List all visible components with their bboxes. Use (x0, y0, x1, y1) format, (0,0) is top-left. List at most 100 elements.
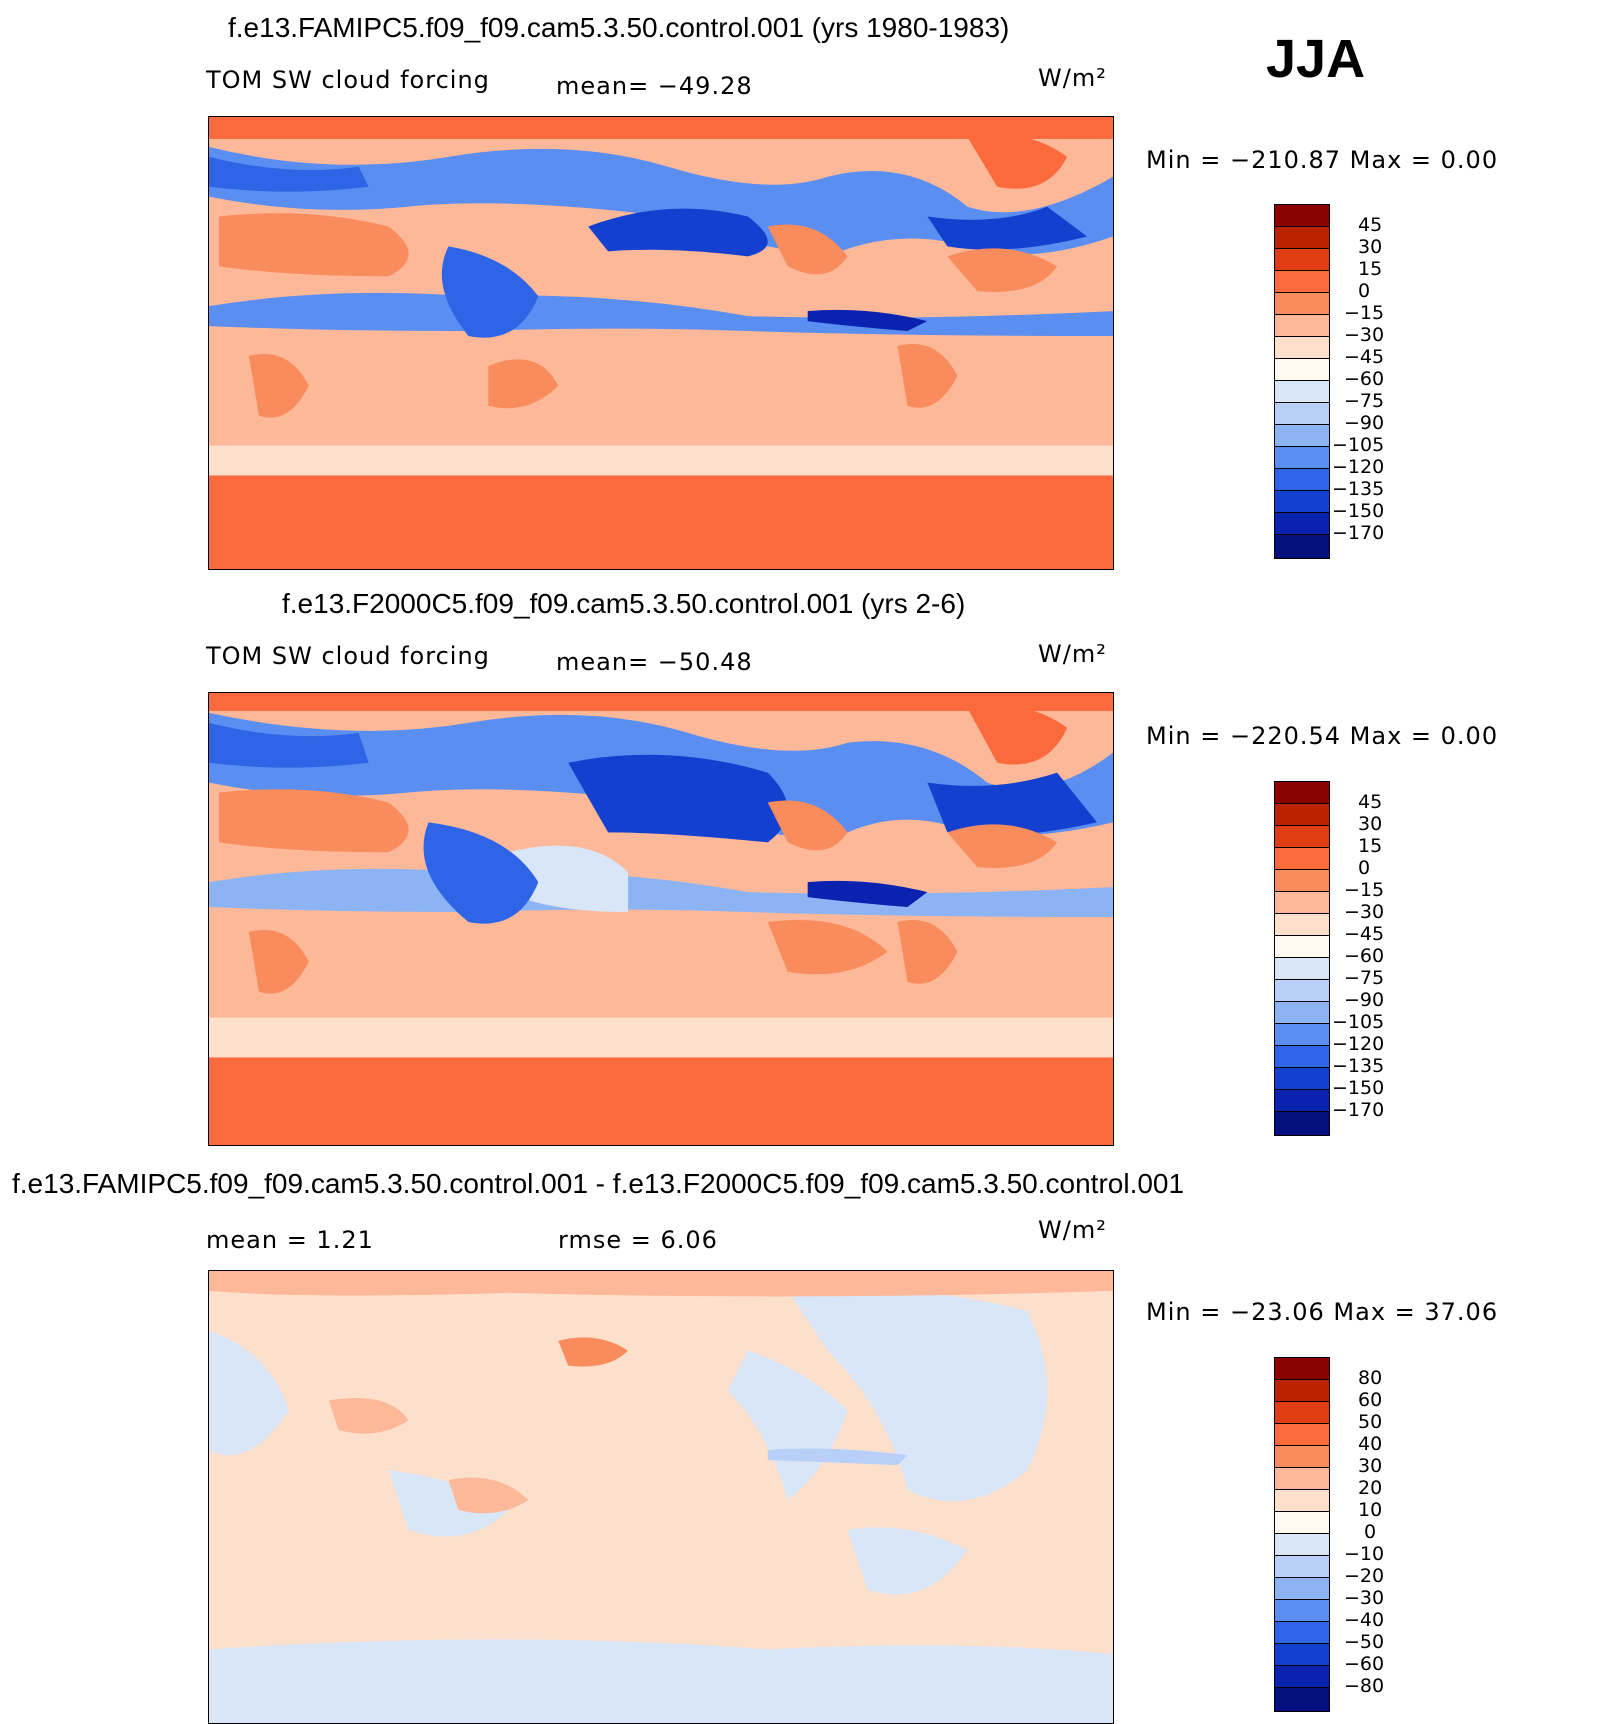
colorbar-tick: 30 (1358, 236, 1383, 258)
panel3-map-svg (209, 1271, 1113, 1723)
colorbar-swatch (1275, 1666, 1329, 1688)
colorbar-swatch (1275, 1402, 1329, 1424)
colorbar-swatch (1275, 826, 1329, 848)
panel1-map-svg (209, 117, 1113, 569)
colorbar-swatch (1275, 1112, 1329, 1135)
colorbar-tick: 10 (1358, 1499, 1383, 1521)
colorbar-tick: −75 (1344, 967, 1385, 989)
colorbar-swatch (1275, 870, 1329, 892)
colorbar-swatch (1275, 914, 1329, 936)
panel3-title: f.e13.FAMIPC5.f09_f09.cam5.3.50.control.… (12, 1168, 1185, 1199)
colorbar-tick: 15 (1358, 835, 1383, 857)
colorbar-tick: 45 (1358, 214, 1383, 236)
panel2-units: W/m² (1038, 640, 1107, 668)
colorbar-swatch (1275, 980, 1329, 1002)
colorbar-tick: −60 (1344, 1653, 1385, 1675)
panel2-variable: TOM SW cloud forcing (206, 642, 490, 670)
colorbar-tick: −30 (1344, 324, 1385, 346)
colorbar-swatch (1275, 1046, 1329, 1068)
panel2-minmax: Min = −220.54 Max = 0.00 (1146, 722, 1499, 750)
season-label: JJA (1266, 29, 1366, 89)
colorbar-swatch (1275, 403, 1329, 425)
colorbar-swatch (1275, 1556, 1329, 1578)
colorbar-tick: 45 (1358, 791, 1383, 813)
colorbar-swatch (1275, 1002, 1329, 1024)
colorbar-tick: 30 (1358, 813, 1383, 835)
colorbar-swatch (1275, 1578, 1329, 1600)
panel1-mean: mean= −49.28 (556, 72, 753, 100)
colorbar-tick: −75 (1344, 390, 1385, 412)
colorbar-swatch (1275, 936, 1329, 958)
panel3-map (208, 1270, 1114, 1724)
colorbar-swatch (1275, 1644, 1329, 1666)
colorbar-tick: −105 (1332, 434, 1385, 456)
colorbar-swatch (1275, 1622, 1329, 1644)
colorbar-swatch (1275, 1512, 1329, 1534)
colorbar-swatch (1275, 359, 1329, 381)
colorbar-swatch (1275, 337, 1329, 359)
panel1-colorbar-box (1274, 204, 1330, 559)
colorbar-tick: −170 (1332, 522, 1385, 544)
colorbar-swatch (1275, 1446, 1329, 1468)
colorbar-swatch (1275, 1024, 1329, 1046)
colorbar-swatch (1275, 227, 1329, 249)
colorbar-tick: 40 (1358, 1433, 1383, 1455)
colorbar-tick: 0 (1358, 857, 1371, 879)
colorbar-swatch (1275, 804, 1329, 826)
colorbar-tick: −90 (1344, 989, 1385, 1011)
colorbar-swatch (1275, 535, 1329, 558)
colorbar-tick: −45 (1344, 346, 1385, 368)
colorbar-tick: −20 (1344, 1565, 1385, 1587)
colorbar-swatch (1275, 271, 1329, 293)
colorbar-swatch (1275, 315, 1329, 337)
colorbar-swatch (1275, 447, 1329, 469)
colorbar-tick: 0 (1358, 280, 1371, 302)
panel1-map (208, 116, 1114, 570)
colorbar-swatch (1275, 1600, 1329, 1622)
colorbar-swatch (1275, 1090, 1329, 1112)
colorbar-tick: −45 (1344, 923, 1385, 945)
colorbar-swatch (1275, 1380, 1329, 1402)
panel1-units: W/m² (1038, 64, 1107, 92)
colorbar-swatch (1275, 1490, 1329, 1512)
colorbar-swatch (1275, 1358, 1329, 1380)
colorbar-tick: −105 (1332, 1011, 1385, 1033)
colorbar-tick: −10 (1344, 1543, 1385, 1565)
panel2-title: f.e13.F2000C5.f09_f09.cam5.3.50.control.… (282, 588, 966, 619)
colorbar-swatch (1275, 469, 1329, 491)
panel2-map-svg (209, 693, 1113, 1145)
colorbar-tick: −120 (1332, 1033, 1385, 1055)
colorbar-tick: −120 (1332, 456, 1385, 478)
colorbar-tick: −15 (1344, 302, 1385, 324)
colorbar-swatch (1275, 848, 1329, 870)
panel2-mean: mean= −50.48 (556, 648, 753, 676)
colorbar-swatch (1275, 782, 1329, 804)
colorbar-swatch (1275, 1424, 1329, 1446)
colorbar-tick: −80 (1344, 1675, 1385, 1697)
colorbar-tick: 30 (1358, 1455, 1383, 1477)
panel3-mean: mean = 1.21 (206, 1226, 374, 1254)
colorbar-tick: 50 (1358, 1411, 1383, 1433)
colorbar-tick: 60 (1358, 1389, 1383, 1411)
panel3-rmse: rmse = 6.06 (558, 1226, 718, 1254)
colorbar-tick: −135 (1332, 1055, 1385, 1077)
colorbar-swatch (1275, 1534, 1329, 1556)
colorbar-tick: −135 (1332, 478, 1385, 500)
colorbar-swatch (1275, 1068, 1329, 1090)
colorbar-tick: 0 (1364, 1521, 1377, 1543)
colorbar-tick: −50 (1344, 1631, 1385, 1653)
colorbar-tick: −15 (1344, 879, 1385, 901)
colorbar-swatch (1275, 1468, 1329, 1490)
colorbar-swatch (1275, 205, 1329, 227)
panel2-colorbar-box (1274, 781, 1330, 1136)
colorbar-swatch (1275, 513, 1329, 535)
colorbar-swatch (1275, 491, 1329, 513)
panel3-colorbar-box (1274, 1357, 1330, 1712)
colorbar-tick: −150 (1332, 1077, 1385, 1099)
colorbar-tick: −30 (1344, 1587, 1385, 1609)
colorbar-tick: −60 (1344, 945, 1385, 967)
colorbar-tick: −170 (1332, 1099, 1385, 1121)
panel1-variable: TOM SW cloud forcing (206, 66, 490, 94)
colorbar-swatch (1275, 1688, 1329, 1711)
colorbar-swatch (1275, 381, 1329, 403)
